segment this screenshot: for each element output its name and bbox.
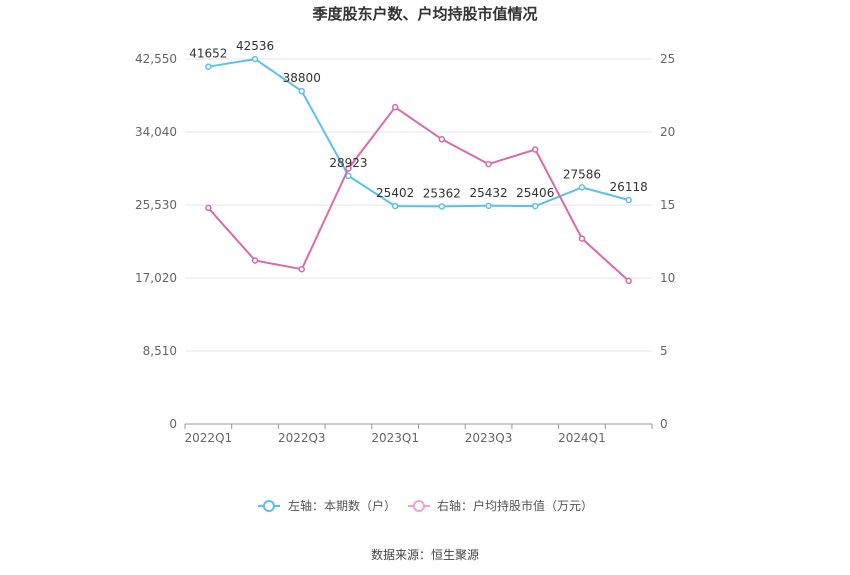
series-point-0: [532, 202, 539, 210]
right-tick-label: 15: [660, 198, 675, 212]
x-tick-label: 2022Q3: [278, 431, 326, 445]
x-axis: 2022Q1 2022Q3 2023Q1 2023Q3 2024Q1: [184, 423, 653, 445]
series-point-1: [298, 265, 305, 273]
series-point-0: [578, 184, 586, 191]
data-label: 28923: [329, 156, 367, 170]
series-point-0: [438, 203, 446, 210]
series-point-0: [298, 87, 305, 95]
series-point-1: [391, 103, 399, 111]
legend-item-households[interactable]: 左轴：本期数（户）: [258, 498, 396, 513]
data-label: 38800: [283, 71, 321, 85]
series-point-0: [205, 63, 212, 70]
legend-marker-households: [263, 500, 275, 512]
series-point-1: [251, 257, 259, 264]
series-point-0: [625, 196, 632, 204]
series-point-1: [345, 165, 352, 172]
legend: 左轴：本期数（户） 右轴：户均持股市值（万元）: [258, 498, 593, 513]
series-point-1: [205, 204, 212, 212]
x-tick-label: 2022Q1: [185, 431, 233, 445]
left-tick-label: 34,040: [135, 125, 177, 139]
x-tick-label: 2023Q1: [371, 431, 419, 445]
series-point-1: [532, 146, 539, 153]
right-tick-label: 5: [660, 344, 668, 358]
x-tick-label: 2023Q3: [465, 431, 513, 445]
legend-item-market-value[interactable]: 右轴：户均持股市值（万元）: [408, 498, 593, 513]
data-label: 42536: [236, 39, 274, 53]
data-label: 25402: [376, 186, 414, 200]
right-tick-label: 10: [660, 271, 675, 285]
series-line-0: [208, 58, 629, 208]
legend-marker-market-value: [413, 500, 425, 512]
series-point-0: [251, 55, 259, 63]
source-note: 数据来源：恒生聚源: [371, 547, 479, 562]
data-label: 41652: [189, 47, 227, 61]
data-label: 27586: [563, 167, 601, 181]
data-label: 25362: [423, 186, 461, 200]
series-point-1: [485, 160, 492, 168]
series-point-0: [391, 202, 399, 210]
left-tick-label: 17,020: [135, 271, 177, 285]
series-point-1: [625, 277, 632, 285]
right-tick-label: 20: [660, 125, 675, 139]
right-axis: 0 5 10 15 20 25: [660, 52, 675, 431]
data-label: 25432: [469, 186, 507, 200]
series-point-1: [438, 136, 446, 143]
data-label: 26118: [610, 180, 648, 194]
series-point-0: [485, 202, 492, 210]
left-axis: 0 8,510 17,020 25,530 34,040 42,550: [135, 52, 177, 431]
series-line-1: [207, 106, 630, 282]
series-layer: [205, 55, 632, 285]
left-tick-label: 8,510: [143, 344, 177, 358]
right-tick-label: 0: [660, 417, 668, 431]
left-tick-label: 25,530: [135, 198, 177, 212]
grid-lines: [185, 58, 652, 352]
legend-label-market-value: 右轴：户均持股市值（万元）: [437, 498, 593, 513]
left-tick-label: 42,550: [135, 52, 177, 66]
x-tick-label: 2024Q1: [558, 431, 606, 445]
right-tick-label: 25: [660, 52, 675, 66]
legend-label-households: 左轴：本期数（户）: [288, 498, 396, 513]
data-label: 25406: [516, 186, 554, 200]
data-labels: 41652 42536 38800 28923 25402 25362 25432 25406…: [189, 39, 647, 200]
series-point-1: [578, 235, 586, 242]
left-tick-label: 0: [169, 417, 177, 431]
chart-title: 季度股东户数、户均持股市值情况: [312, 5, 537, 23]
